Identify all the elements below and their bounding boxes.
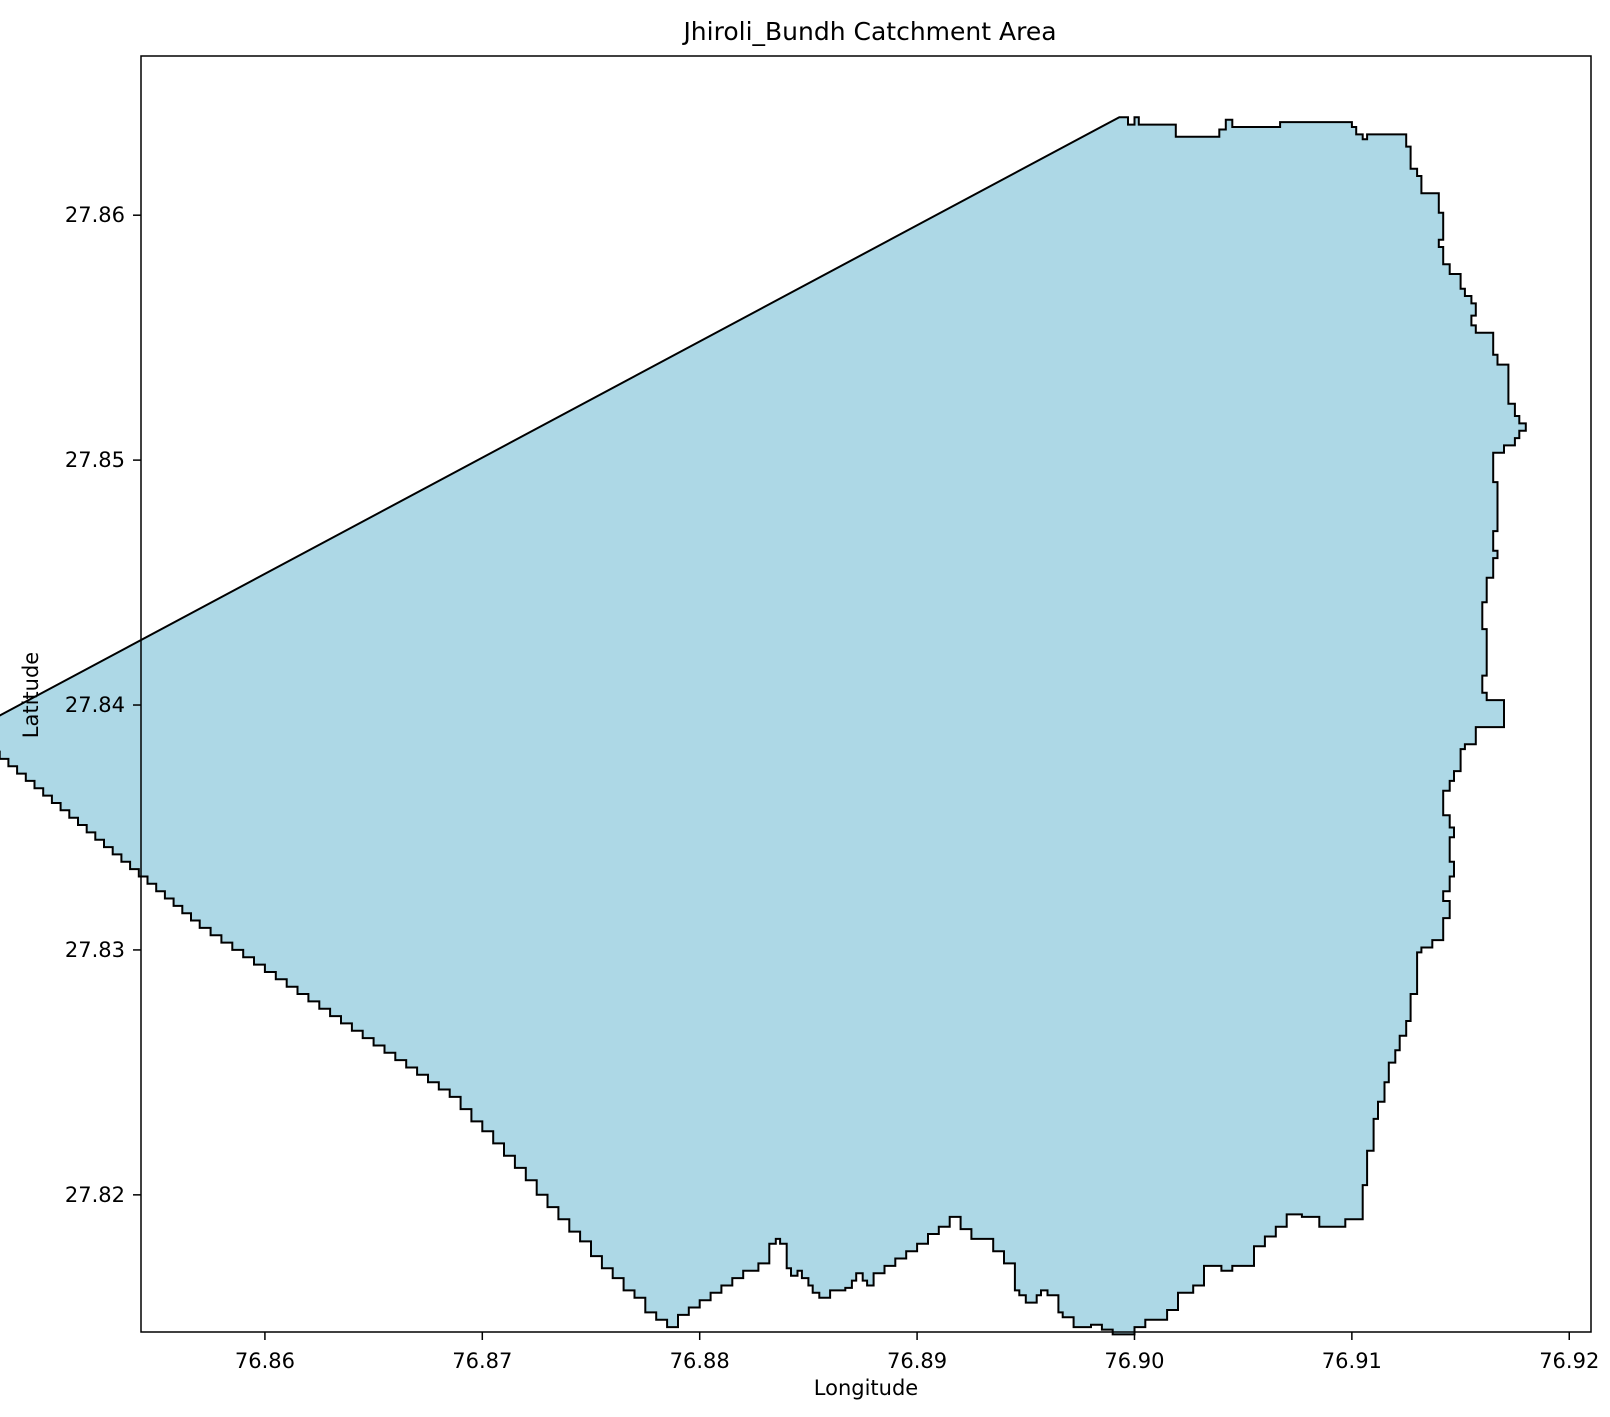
x-tick-label: 76.90 — [1104, 1349, 1164, 1373]
y-tick-label: 27.82 — [65, 1183, 125, 1207]
y-axis: 27.82 27.83 27.84 27.85 27.86 — [65, 203, 141, 1207]
y-tick-label: 27.86 — [65, 203, 125, 227]
catchment-polygon — [0, 116, 1527, 1336]
x-tick-label: 76.89 — [887, 1349, 947, 1373]
y-tick-label: 27.84 — [65, 693, 125, 717]
chart-title: Jhiroli_Bundh Catchment Area — [681, 17, 1056, 46]
x-axis-label: Longitude — [814, 1376, 918, 1400]
x-tick-label: 76.92 — [1539, 1349, 1599, 1373]
plot-area — [0, 116, 1527, 1336]
x-tick-label: 76.86 — [235, 1349, 295, 1373]
y-tick-label: 27.85 — [65, 448, 125, 472]
x-axis: 76.86 76.87 76.88 76.89 76.90 76.91 76.92 — [235, 1332, 1599, 1373]
x-tick-label: 76.87 — [452, 1349, 512, 1373]
x-tick-label: 76.91 — [1322, 1349, 1382, 1373]
y-tick-label: 27.83 — [65, 938, 125, 962]
x-tick-label: 76.88 — [670, 1349, 730, 1373]
y-axis-label: Latitude — [19, 652, 43, 738]
axes-frame — [140, 55, 1592, 1333]
